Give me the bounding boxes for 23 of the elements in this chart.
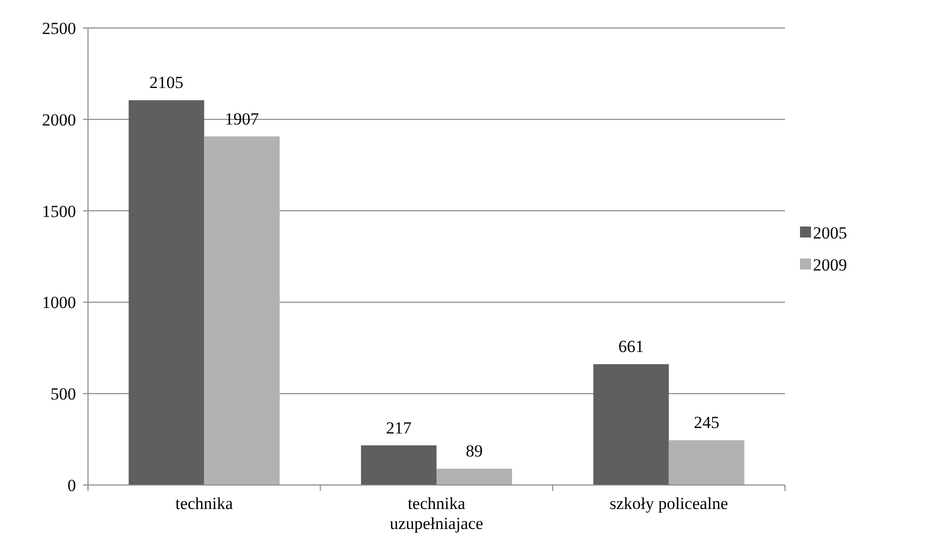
x-tick-label: szkoły policealne — [610, 494, 728, 513]
data-label: 245 — [694, 413, 720, 432]
bar — [204, 136, 280, 485]
bar — [360, 445, 436, 485]
x-tick-label: technika uzupełniajace — [390, 494, 484, 533]
data-label: 89 — [466, 442, 483, 461]
y-tick-label: 2000 — [42, 110, 76, 130]
y-tick-label: 1500 — [42, 202, 76, 221]
bar — [436, 468, 512, 485]
data-label: 661 — [618, 337, 644, 356]
x-tick-label: technika — [175, 494, 234, 513]
data-label: 217 — [386, 418, 412, 438]
data-label: 1907 — [224, 109, 260, 128]
bar — [128, 100, 204, 485]
legend-label: 2005 — [813, 223, 847, 242]
y-tick-label: 1000 — [42, 293, 76, 312]
bar — [668, 440, 744, 485]
data-label: 2105 — [149, 73, 184, 92]
bar — [593, 364, 669, 485]
y-tick-label: 2500 — [42, 18, 76, 38]
y-tick-label: 500 — [50, 384, 76, 404]
legend-label: 2009 — [813, 255, 847, 274]
y-tick-label: 0 — [68, 476, 76, 495]
